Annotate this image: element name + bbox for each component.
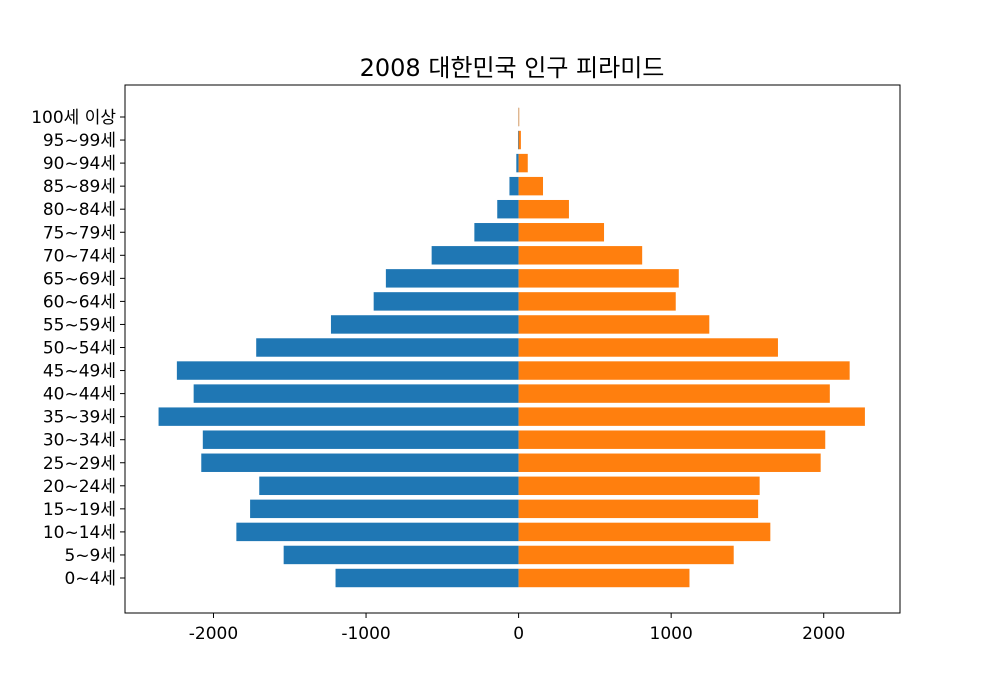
bar-series2-2 [518,522,771,542]
bar-series2-8 [518,384,830,403]
bar-series2-1 [518,545,734,565]
bar-series2-4 [518,476,760,496]
y-tick-label: 45~49세 [43,362,116,382]
plot-frame [124,84,901,614]
bar-series1-0 [335,568,519,588]
y-tick-label: 30~34세 [43,431,116,451]
bar-series2-14 [518,246,643,265]
y-tick-label: 55~59세 [43,315,116,335]
bar-series1-13 [385,269,519,288]
y-tick-label: 50~54세 [43,339,116,359]
bar-series1-16 [497,199,519,219]
bar-series2-19 [518,130,521,150]
bar-series1-14 [431,246,519,265]
y-tick-label: 20~24세 [43,477,116,497]
bar-series1-10 [256,338,519,357]
bar-series1-11 [330,315,519,334]
bar-series1-18 [516,153,519,173]
bar-series1-6 [202,430,519,449]
bar-series2-13 [518,269,679,288]
y-tick-label: 60~64세 [43,292,116,312]
y-tick-label: 35~39세 [43,408,116,428]
bar-series1-12 [373,292,519,311]
y-tick-label: 5~9세 [64,546,116,566]
y-tick-label: 85~89세 [43,177,116,197]
y-tick-label: 10~14세 [43,523,116,543]
y-tick-label: 100세 이상 [31,108,116,128]
y-tick-label: 25~29세 [43,454,116,474]
y-tick-label: 75~79세 [43,223,116,243]
x-tick-label: 0 [513,624,524,644]
bar-series2-7 [518,407,865,426]
bar-series1-3 [250,499,519,519]
y-tick-label: 70~74세 [43,246,116,266]
bar-series1-9 [176,361,519,380]
x-tick-label: 2000 [802,624,845,644]
chart-title: 2008 대한민국 인구 피라미드 [360,54,665,82]
x-tick-label: 1000 [650,624,693,644]
y-tick-label: 15~19세 [43,500,116,520]
bar-series2-0 [518,568,690,588]
bar-series1-4 [259,476,519,496]
bar-series2-20 [518,107,520,127]
bar-series2-9 [518,361,850,380]
bar-series1-17 [509,176,519,196]
bar-series1-1 [283,545,519,565]
y-tick-label: 65~69세 [43,269,116,289]
bar-series2-6 [518,430,826,449]
x-tick-label: -2000 [189,624,238,644]
bar-series2-5 [518,453,821,472]
bar-series1-7 [158,407,519,426]
bar-series2-15 [518,223,605,242]
y-tick-label: 0~4세 [64,569,116,589]
bar-series1-5 [201,453,519,472]
y-tick-label: 80~84세 [43,200,116,220]
y-tick-label: 40~44세 [43,385,116,405]
y-axis: 0~4세 5~9세 10~14세 15~19세 20~24세 25~29세 30~34세 35… [31,108,125,589]
bar-series2-3 [518,499,759,519]
bar-series2-11 [518,315,710,334]
bar-series2-10 [518,338,778,357]
y-tick-label: 90~94세 [43,154,116,174]
bar-series1-8 [193,384,519,403]
x-axis: -2000 -1000 0 1000 2000 [189,613,845,644]
bar-series1-2 [236,522,519,542]
bar-series2-12 [518,292,676,311]
bar-series2-18 [518,153,528,173]
bar-series1-19 [517,130,519,150]
x-tick-label: -1000 [341,624,390,644]
bar-series2-17 [518,176,544,196]
y-tick-label: 95~99세 [43,131,116,151]
bar-series1-15 [474,223,519,242]
bar-series2-16 [518,199,569,219]
bars-group [158,107,865,588]
